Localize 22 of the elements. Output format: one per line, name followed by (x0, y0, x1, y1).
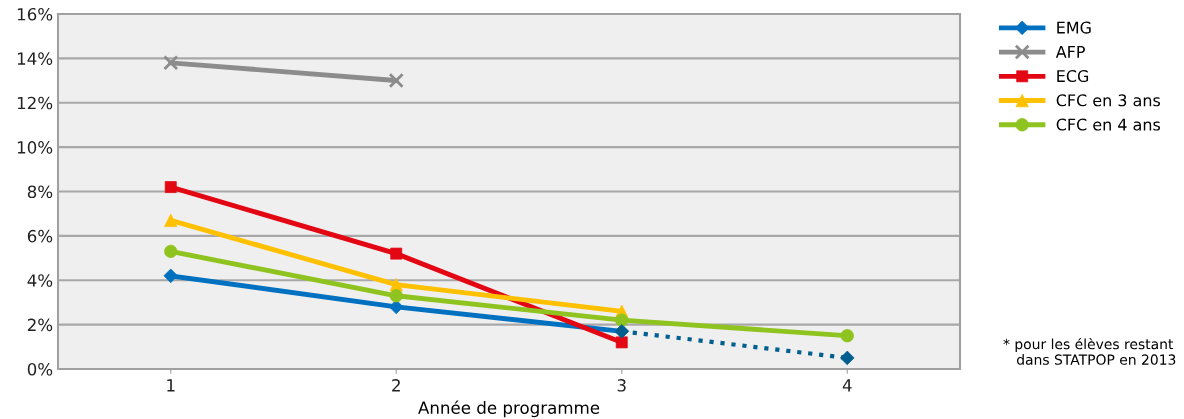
legend-label: ECG (1057, 70, 1089, 83)
point (163, 55, 179, 71)
legend-label: CFC en 4 ans (1056, 118, 1161, 131)
x-tick-label: 2 (392, 379, 400, 392)
y-tick-label: 8% (27, 185, 53, 199)
y-tick-label: 12% (17, 96, 53, 110)
y-tick-label: 14% (17, 52, 53, 65)
legend-label: AFP (1055, 46, 1085, 58)
y-tick-label: 10% (17, 141, 53, 154)
y-tick-label: 0% (27, 362, 53, 376)
point (388, 72, 404, 89)
y-tick-label: 16% (17, 7, 53, 21)
x-tick-label: 4 (842, 379, 852, 392)
text: * pour les élèves restant dans STATPOP en 2013 (1003, 338, 1176, 365)
y-tick-label: 4% (27, 274, 53, 287)
legend-label: EMG (1057, 21, 1091, 34)
y-tick-label: 2% (27, 318, 53, 332)
x-axis-title: Année de programme (418, 400, 600, 418)
legend-label: CFC en 3 ans (1056, 94, 1161, 107)
x-tick-label: 3 (617, 379, 626, 392)
y-tick-label: 6% (27, 229, 53, 243)
x-tick-label: 1 (167, 379, 175, 392)
